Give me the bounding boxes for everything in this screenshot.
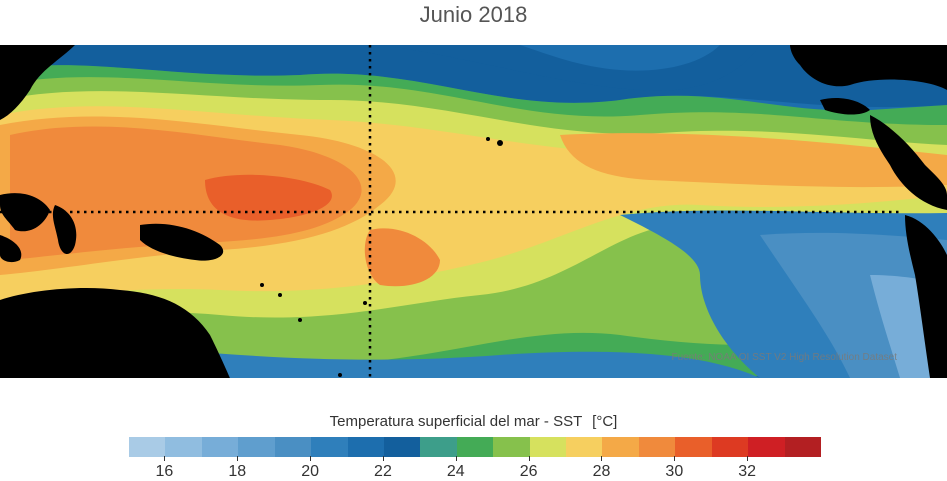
colorbar-segment — [201, 437, 239, 457]
tick-label: 28 — [592, 463, 611, 480]
colorbar-ticks: 16 18 20 22 24 26 28 30 32 — [128, 456, 820, 480]
colorbar-segment — [274, 437, 312, 457]
tick-mark — [237, 456, 239, 461]
colorbar-segment — [711, 437, 749, 457]
colorbar-segment — [638, 437, 676, 457]
tick-label: 20 — [301, 463, 319, 480]
tick-label: 32 — [738, 463, 757, 480]
colorbar-segment — [748, 437, 785, 457]
land-australia — [0, 288, 230, 378]
sst-map — [0, 45, 947, 378]
band-29 — [10, 126, 362, 261]
colorbar-segment — [493, 437, 530, 457]
tick-mark — [455, 456, 457, 461]
colorbar-segment — [311, 437, 348, 457]
data-source-credit: Fuente: NOAA OI SST V2 High Resolution D… — [671, 352, 897, 363]
tick-mark — [601, 456, 603, 461]
land-sulawesi — [52, 205, 77, 255]
colorbar-segment — [784, 437, 822, 457]
colorbar-segment — [129, 437, 166, 457]
tick-mark — [674, 456, 676, 461]
tick-mark — [310, 456, 312, 461]
tick-label: 18 — [228, 463, 247, 480]
colorbar-title: Temperatura superficial del mar - SST [°… — [0, 413, 947, 430]
tick-mark — [382, 456, 384, 461]
colorbar-segment — [602, 437, 639, 457]
map-title: Junio 2018 — [419, 2, 528, 27]
colorbar-segment — [383, 437, 421, 457]
colorbar-segment — [347, 437, 384, 457]
colorbar-segment — [420, 437, 457, 457]
colorbar-unit: [°C] — [592, 413, 618, 430]
land-south-america — [905, 215, 947, 378]
tick-label: 22 — [374, 463, 392, 480]
colorbar-segment — [456, 437, 494, 457]
tick-mark — [747, 456, 749, 461]
land-borneo — [0, 193, 50, 232]
colorbar-segment — [675, 437, 712, 457]
land-central-america — [870, 115, 947, 210]
tick-label: 24 — [446, 463, 465, 480]
colorbar-label: Temperatura superficial del mar - SST — [329, 413, 582, 430]
tick-label: 16 — [155, 463, 174, 480]
tick-label: 26 — [519, 463, 538, 480]
land-asia — [0, 45, 75, 120]
land-north-america — [790, 45, 947, 90]
tick-mark — [164, 456, 166, 461]
tick-label: 30 — [665, 463, 684, 480]
colorbar-segment — [238, 437, 275, 457]
island-hawaii — [497, 140, 503, 146]
colorbar-segment — [529, 437, 567, 457]
land-new-guinea — [140, 223, 224, 261]
colorbar-segment — [165, 437, 202, 457]
tick-mark — [528, 456, 530, 461]
colorbar — [128, 436, 822, 458]
east-warm-tongue — [364, 228, 440, 287]
colorbar-segment — [566, 437, 603, 457]
warm-pool — [205, 174, 332, 221]
